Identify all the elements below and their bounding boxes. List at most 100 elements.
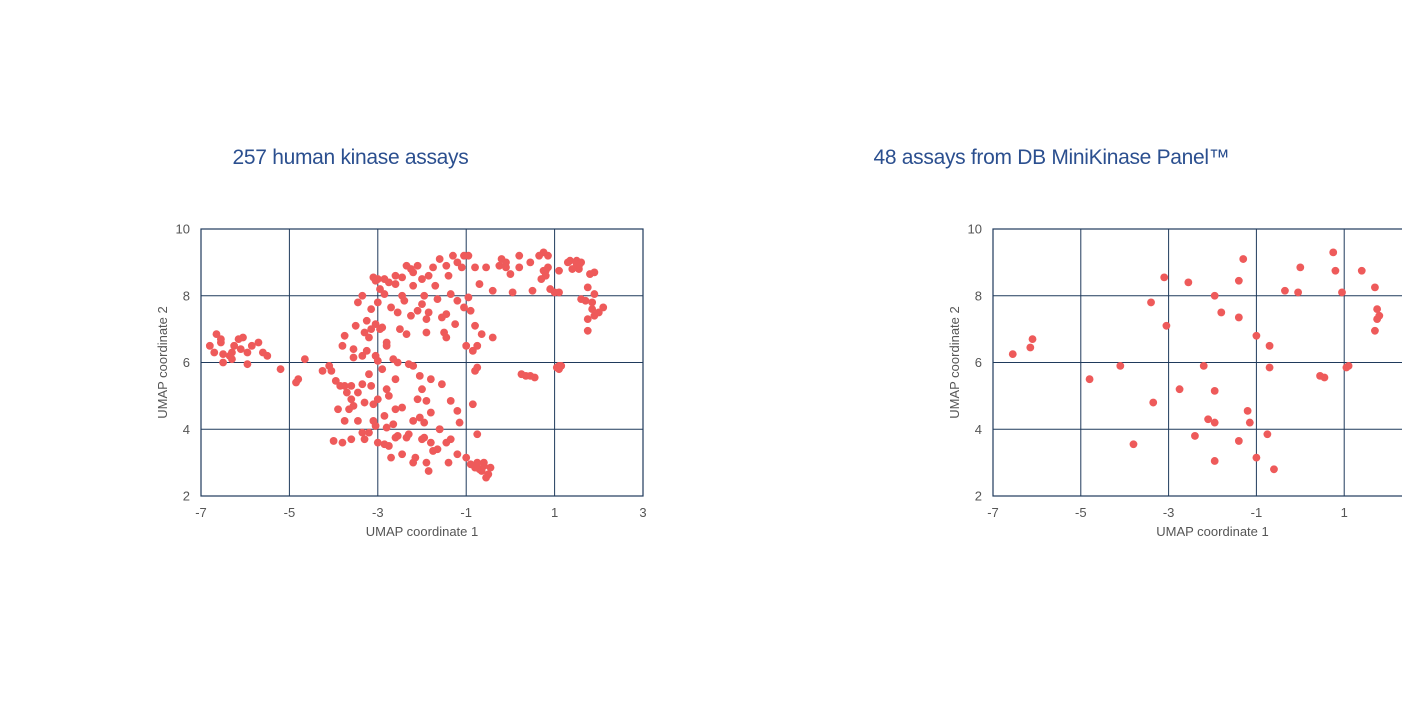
data-point	[1234, 437, 1243, 445]
x-tick-label: -3	[1163, 505, 1175, 520]
data-point	[1234, 313, 1243, 322]
data-point	[391, 271, 400, 280]
data-point	[1245, 418, 1254, 427]
data-point	[435, 425, 444, 434]
y-tick-label: 2	[183, 489, 190, 504]
data-point	[404, 430, 413, 439]
data-point	[1265, 341, 1274, 350]
data-point	[415, 371, 424, 380]
data-point	[376, 285, 384, 293]
data-point	[378, 323, 387, 332]
data-point	[1175, 385, 1184, 394]
data-point	[568, 265, 577, 273]
data-point	[230, 341, 239, 350]
data-point	[508, 288, 517, 297]
data-point	[415, 413, 424, 422]
data-point	[457, 263, 466, 272]
data-point	[369, 400, 378, 409]
data-point	[495, 261, 504, 270]
data-point	[420, 418, 429, 427]
y-tick-label: 10	[176, 222, 190, 237]
data-point	[1217, 308, 1226, 317]
data-point	[528, 286, 537, 295]
data-point	[583, 315, 592, 324]
data-point	[1263, 430, 1272, 439]
data-point	[380, 412, 389, 420]
data-point	[473, 458, 482, 467]
data-point	[216, 338, 225, 347]
y-tick-label: 4	[183, 422, 190, 437]
data-point	[338, 438, 347, 447]
data-point	[236, 345, 245, 354]
data-point	[541, 266, 550, 275]
data-point	[1116, 361, 1125, 370]
data-point	[362, 346, 371, 355]
data-point	[479, 458, 488, 467]
data-point	[393, 358, 402, 367]
data-point	[396, 325, 404, 334]
data-point	[555, 288, 563, 297]
data-point	[484, 470, 493, 479]
data-point	[365, 428, 373, 437]
data-point	[380, 290, 389, 298]
data-point	[1234, 276, 1243, 285]
data-point	[407, 265, 415, 273]
data-point	[451, 320, 460, 329]
data-point	[243, 360, 252, 369]
data-point	[329, 437, 338, 445]
y-tick-label: 8	[183, 288, 190, 303]
data-point	[380, 275, 389, 283]
plot-frame	[200, 228, 644, 497]
data-point	[389, 420, 398, 429]
data-point	[1191, 432, 1199, 440]
data-point	[360, 435, 369, 444]
data-point	[391, 375, 400, 384]
data-point	[1371, 326, 1379, 335]
data-point	[488, 333, 497, 342]
data-point	[464, 251, 473, 260]
data-point	[453, 450, 462, 459]
data-point	[1338, 288, 1346, 297]
data-point	[384, 391, 393, 400]
data-point	[468, 346, 477, 355]
data-point	[437, 380, 446, 389]
data-point	[468, 400, 477, 409]
data-point	[342, 388, 351, 397]
data-point	[442, 333, 451, 342]
data-point	[444, 271, 453, 280]
data-point	[413, 306, 422, 315]
data-point	[1270, 465, 1278, 474]
data-point	[1296, 263, 1305, 272]
x-tick-label: -7	[195, 505, 207, 520]
data-point	[1026, 343, 1035, 352]
data-point	[475, 280, 484, 288]
data-point	[294, 375, 303, 384]
data-point	[360, 398, 369, 407]
data-point	[455, 418, 464, 427]
data-point	[488, 286, 497, 295]
data-point	[409, 417, 418, 425]
data-point	[1329, 248, 1338, 257]
data-point	[228, 348, 236, 357]
data-point	[581, 296, 590, 305]
data-point	[360, 328, 369, 337]
data-point	[391, 405, 400, 414]
data-point	[555, 361, 563, 370]
data-point	[373, 356, 382, 365]
data-point	[1294, 288, 1303, 297]
data-point	[358, 380, 367, 389]
data-point	[387, 303, 395, 312]
data-point	[424, 271, 433, 280]
data-point	[1252, 331, 1261, 340]
data-point	[1129, 440, 1138, 449]
data-point	[338, 341, 347, 350]
data-point	[506, 270, 515, 278]
chart-title: 257 human kinase assays	[232, 146, 469, 169]
plot-frame	[992, 228, 1402, 497]
data-point	[393, 432, 402, 440]
data-point	[477, 467, 486, 475]
data-point	[1357, 266, 1366, 275]
data-point	[1265, 363, 1274, 372]
data-point	[349, 345, 358, 354]
